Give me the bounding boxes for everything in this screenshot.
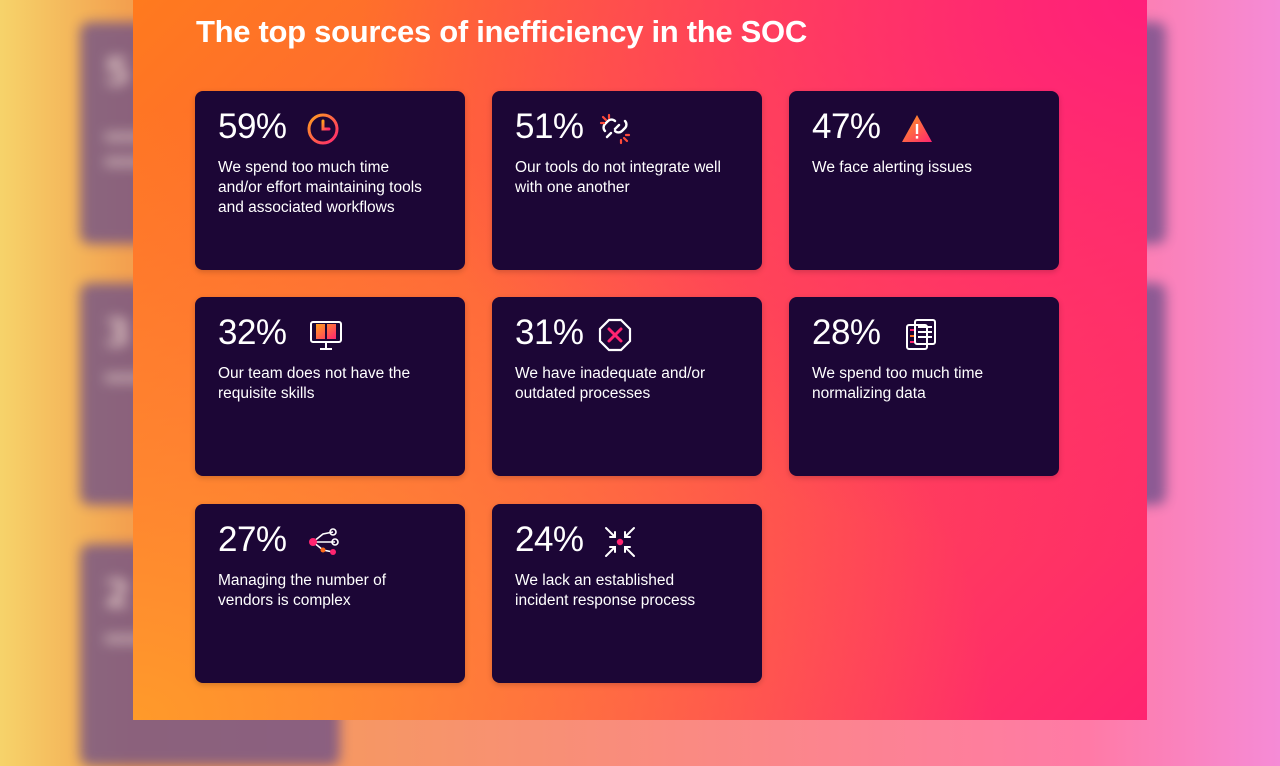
stat-card: 59% We spend too much time and/or effort… bbox=[195, 91, 465, 270]
book-screen-icon bbox=[310, 321, 342, 350]
stat-value: 27% bbox=[218, 520, 287, 559]
stat-description: Managing the number of vendors is comple… bbox=[218, 572, 387, 609]
background-line bbox=[104, 157, 144, 167]
network-nodes-icon bbox=[309, 528, 339, 555]
stat-value: 31% bbox=[515, 313, 584, 352]
stat-description: Our tools do not integrate well with one… bbox=[515, 159, 721, 196]
stat-description: We spend too much time normalizing data bbox=[812, 365, 984, 402]
background-line bbox=[104, 373, 144, 383]
stat-description: Our team does not have the requisite ski… bbox=[218, 365, 411, 402]
infographic-panel: The top sources of inefficiency in the S… bbox=[133, 0, 1147, 720]
stat-card: 28% We spend too much time normalizing d… bbox=[789, 297, 1059, 476]
broken-link-icon bbox=[599, 113, 631, 145]
background-line bbox=[104, 634, 144, 644]
server-stack-icon bbox=[906, 319, 936, 350]
background-number: 3 bbox=[104, 311, 131, 355]
converging-arrows-icon bbox=[605, 527, 635, 557]
background-number: 2 bbox=[104, 572, 131, 616]
stat-card: 32% Our team does not have the requisite… bbox=[195, 297, 465, 476]
stat-value: 59% bbox=[218, 107, 287, 146]
stat-description: We have inadequate and/or outdated proce… bbox=[515, 365, 706, 402]
stat-value: 32% bbox=[218, 313, 287, 352]
stat-card: 27% Managing the number of vendors is co… bbox=[195, 504, 465, 683]
stat-card: 51% Our tools do not integrate well with… bbox=[492, 91, 762, 270]
stat-value: 28% bbox=[812, 313, 881, 352]
stat-card: 24% We lack an established incident resp… bbox=[492, 504, 762, 683]
octagon-x-icon bbox=[598, 318, 632, 352]
stat-value: 51% bbox=[515, 107, 584, 146]
background-number: 5 bbox=[104, 50, 131, 94]
stat-value: 47% bbox=[812, 107, 881, 146]
warning-icon bbox=[902, 115, 932, 142]
stat-value: 24% bbox=[515, 520, 584, 559]
stat-description: We face alerting issues bbox=[812, 159, 972, 176]
page-title: The top sources of inefficiency in the S… bbox=[196, 14, 807, 49]
background-line bbox=[104, 132, 144, 142]
stat-description: We spend too much time and/or effort mai… bbox=[218, 159, 422, 216]
stat-card: 31% We have inadequate and/or outdated p… bbox=[492, 297, 762, 476]
clock-icon bbox=[307, 113, 339, 145]
stat-card: 47% We face alerting issues bbox=[789, 91, 1059, 270]
stat-description: We lack an established incident response… bbox=[515, 572, 696, 609]
